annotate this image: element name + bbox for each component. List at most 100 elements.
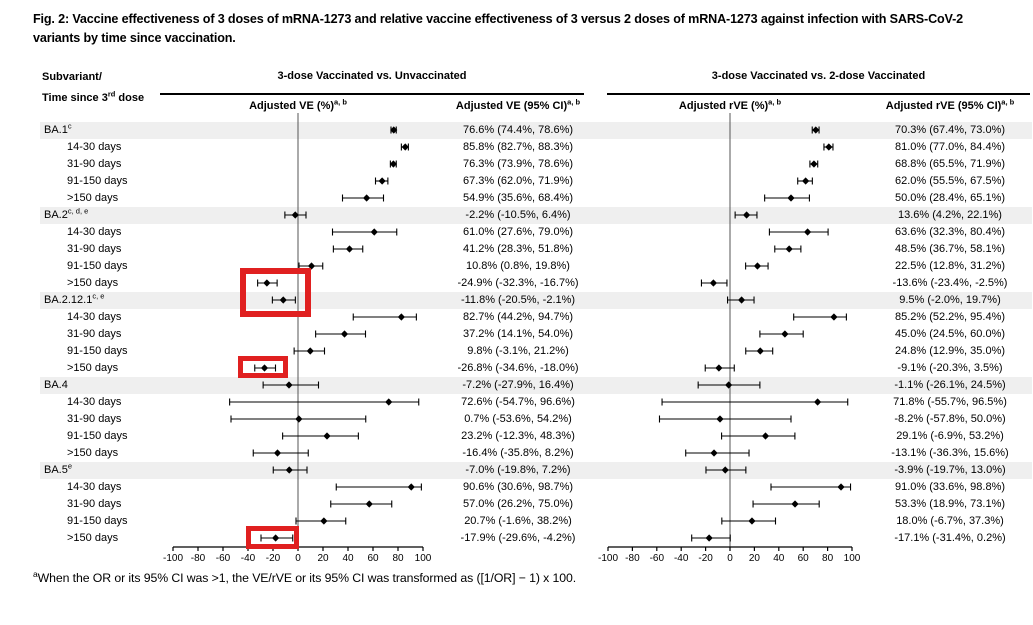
point-estimate-diamond: [753, 262, 762, 270]
point-estimate-diamond: [378, 177, 386, 185]
ve-ci-text: 85.8% (82.7%, 88.3%): [462, 140, 574, 153]
row-label: BA.1c: [44, 120, 72, 136]
ve-ci-text: 54.9% (35.6%, 68.4%): [462, 191, 574, 204]
ve-ci-text: 23.2% (-12.3%, 48.3%): [461, 429, 575, 442]
x-axis-tick-label: -80: [191, 553, 206, 564]
x-axis-tick-label: 40: [342, 553, 354, 564]
x-axis-tick-label: -20: [266, 553, 281, 564]
group-row-stripe: [40, 461, 1032, 479]
point-estimate-diamond: [340, 330, 349, 338]
footnote: aWhen the OR or its 95% CI was >1, the V…: [33, 570, 576, 585]
figure-title-text: Fig. 2: Vaccine effectiveness of 3 doses…: [33, 12, 964, 45]
ve-ci-text: -2.2% (-10.5%, 6.4%): [465, 208, 571, 221]
x-axis-tick-label: 60: [798, 553, 810, 564]
x-axis-tick-label: 20: [749, 553, 761, 564]
rve-ci-text: 13.6% (4.2%, 22.1%): [898, 208, 1002, 221]
x-axis-tick-label: -60: [650, 553, 665, 564]
group-row-stripe: [40, 121, 1032, 139]
row-label: >150 days: [67, 191, 119, 204]
ve-ci-text: 0.7% (-53.6%, 54.2%): [464, 412, 572, 425]
point-estimate-diamond: [306, 347, 314, 355]
point-estimate-diamond: [320, 517, 328, 525]
point-estimate-diamond: [263, 279, 271, 287]
point-estimate-diamond: [748, 517, 756, 525]
point-estimate-diamond: [390, 126, 398, 134]
point-estimate-diamond: [812, 126, 820, 134]
point-estimate-diamond: [370, 228, 378, 236]
x-axis-tick-label: 80: [822, 553, 834, 564]
point-estimate-diamond: [291, 211, 299, 219]
ve-ci-text: 10.8% (0.8%, 19.8%): [466, 259, 570, 272]
x-axis-tick-label: 100: [415, 553, 432, 564]
rve-ci-text: 48.5% (36.7%, 58.1%): [894, 242, 1006, 255]
x-axis-tick-label: -60: [216, 553, 231, 564]
group-row-stripe: [40, 376, 1032, 394]
ve-ci-text: -16.4% (-35.8%, 8.2%): [462, 446, 574, 459]
rve-ci-text: 62.0% (55.5%, 67.5%): [894, 174, 1006, 187]
highlight-box: [246, 526, 299, 549]
col-header-rve-ci: Adjusted rVE (95% CI)a, b: [885, 97, 1015, 112]
point-estimate-diamond: [803, 228, 812, 236]
row-label-superscript: c, e: [92, 290, 105, 300]
x-axis-tick-label: -20: [698, 553, 713, 564]
point-estimate-diamond: [802, 177, 810, 185]
rve-ci-text: 45.0% (24.5%, 60.0%): [894, 327, 1006, 340]
point-estimate-diamond: [742, 211, 751, 219]
rve-ci-text: 29.1% (-6.9%, 53.2%): [896, 429, 1004, 442]
point-estimate-diamond: [273, 449, 282, 457]
right-panel-rule: [607, 93, 1030, 95]
point-estimate-diamond: [365, 500, 373, 508]
ve-ci-text: 37.2% (14.1%, 54.0%): [462, 327, 574, 340]
row-label: >150 days: [67, 361, 119, 374]
x-axis-tick-label: 40: [773, 553, 785, 564]
x-axis-tick-label: -40: [674, 553, 689, 564]
row-label: 91-150 days: [67, 344, 128, 357]
row-label: >150 days: [67, 276, 119, 289]
ve-ci-text: 20.7% (-1.6%, 38.2%): [464, 514, 572, 527]
point-estimate-diamond: [363, 194, 371, 202]
row-header-line2: Time since 3rd dose: [42, 89, 145, 104]
col-header-rve-plot: Adjusted rVE (%)a, b: [678, 97, 782, 112]
ve-ci-text: 61.0% (27.6%, 79.0%): [462, 225, 574, 238]
point-estimate-diamond: [825, 143, 833, 151]
ve-ci-text: 82.7% (44.2%, 94.7%): [462, 310, 574, 323]
point-estimate-diamond: [715, 364, 723, 372]
ve-ci-text: 9.8% (-3.1%, 21.2%): [467, 344, 569, 357]
row-label: 14-30 days: [67, 480, 122, 493]
rve-ci-text: -13.1% (-36.3%, 15.6%): [891, 446, 1009, 459]
row-label: 31-90 days: [67, 497, 122, 510]
row-label: 91-150 days: [67, 259, 128, 272]
point-estimate-diamond: [710, 449, 718, 457]
point-estimate-diamond: [810, 160, 818, 168]
row-label: 91-150 days: [67, 429, 128, 442]
row-header-line1: Subvariant/: [42, 71, 102, 83]
row-header-superscript: rd: [107, 89, 116, 99]
rve-ci-text: 18.0% (-6.7%, 37.3%): [896, 514, 1004, 527]
x-axis-tick-label: -100: [163, 553, 183, 564]
point-estimate-diamond: [785, 245, 793, 253]
x-axis-tick-label: 20: [317, 553, 329, 564]
x-axis-tick-label: 0: [295, 553, 301, 564]
highlight-box: [240, 268, 311, 317]
rve-ci-text: -17.1% (-31.4%, 0.2%): [894, 531, 1006, 544]
point-estimate-diamond: [721, 466, 729, 474]
point-estimate-diamond: [837, 483, 845, 491]
point-estimate-diamond: [830, 313, 838, 321]
col-header-ve-plot: Adjusted VE (%)a, b: [249, 97, 347, 112]
rve-ci-text: 50.0% (28.4%, 65.1%): [894, 191, 1006, 204]
group-row-stripe: [40, 206, 1032, 224]
ve-ci-text: 57.0% (26.2%, 75.0%): [462, 497, 574, 510]
row-label-superscript: c: [67, 120, 72, 130]
point-estimate-diamond: [756, 347, 764, 355]
x-axis-tick-label: 80: [392, 553, 404, 564]
row-label: 14-30 days: [67, 395, 122, 408]
rve-ci-text: -3.9% (-19.7%, 13.0%): [894, 463, 1006, 476]
row-label: 31-90 days: [67, 327, 122, 340]
row-label: >150 days: [67, 531, 119, 544]
rve-ci-text: 81.0% (77.0%, 84.4%): [894, 140, 1006, 153]
row-label: BA.5e: [44, 460, 73, 476]
rve-ci-text: 91.0% (33.6%, 98.8%): [894, 480, 1006, 493]
rve-ci-text: 85.2% (52.2%, 95.4%): [894, 310, 1006, 323]
